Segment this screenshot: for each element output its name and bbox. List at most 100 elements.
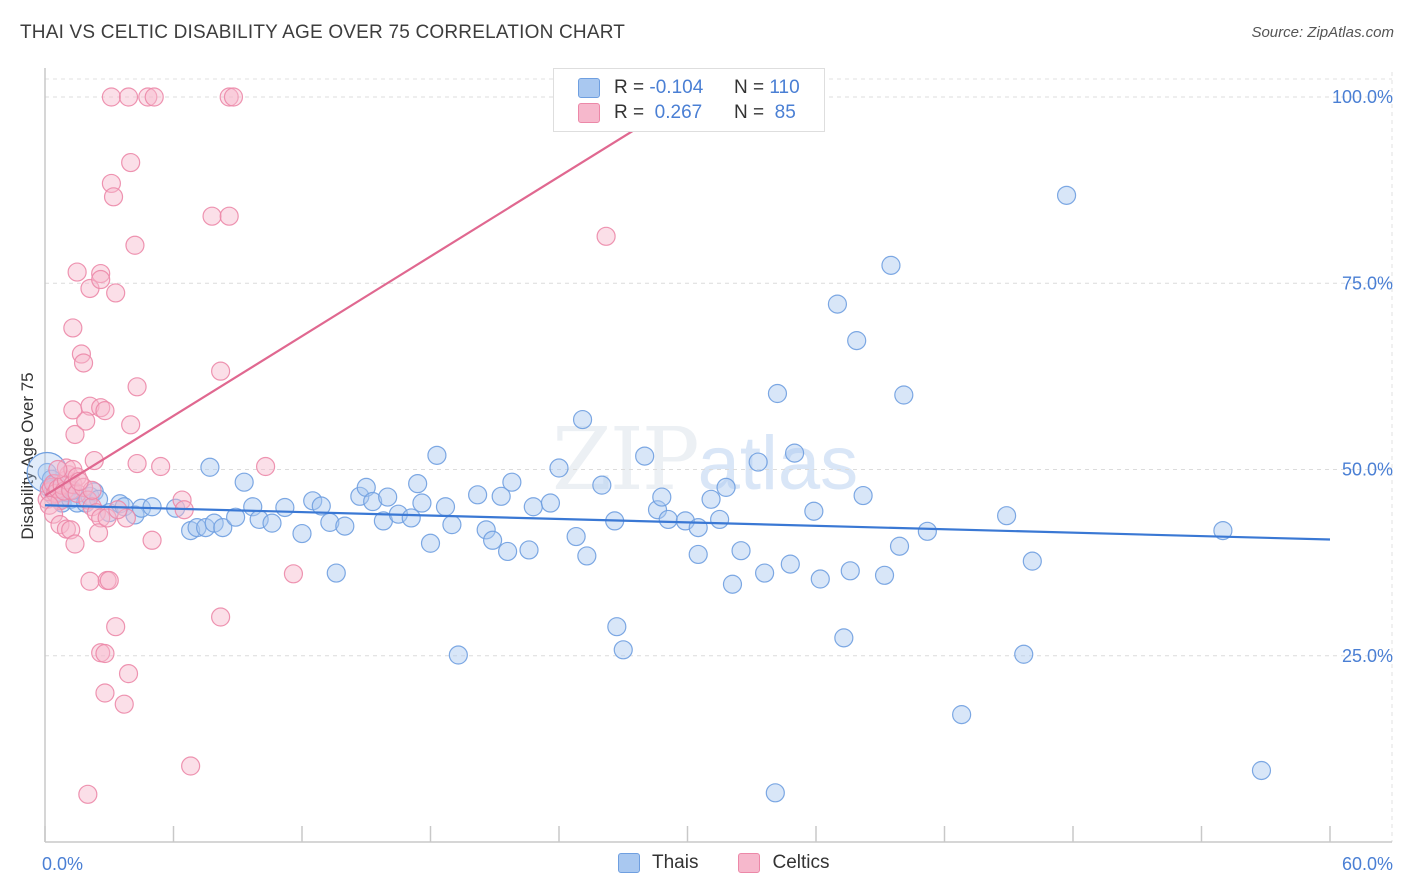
thais-point — [701, 489, 721, 509]
thais-r: R = -0.104 — [614, 77, 734, 99]
thais-point — [326, 563, 346, 583]
celtics-point — [67, 262, 87, 282]
celtics-point — [73, 353, 94, 373]
watermark: ZIPatlas — [552, 410, 858, 510]
thais-point — [810, 569, 830, 589]
thais-point — [420, 533, 441, 553]
thais-point — [613, 640, 633, 660]
thais-point — [635, 446, 655, 466]
thais-point — [435, 497, 456, 517]
n-value: 110 — [769, 77, 800, 98]
thais-point — [519, 540, 539, 560]
thais-point — [1022, 551, 1042, 571]
tick-labels: 25.0% 50.0% 75.0% 100.0% 0.0% 60.0% — [42, 87, 1393, 874]
thais-point — [765, 783, 785, 803]
thais-point — [204, 513, 224, 533]
thais-point — [1251, 760, 1272, 781]
thais-point — [1014, 644, 1034, 664]
legend-item-celtics[interactable]: Celtics — [738, 852, 829, 874]
thais-point — [688, 518, 708, 538]
trend-lines — [44, 105, 1331, 541]
celtics-point — [125, 235, 145, 255]
celtics-point — [118, 664, 139, 684]
celtics-swatch — [578, 103, 600, 123]
thais-point — [874, 565, 895, 585]
celtics-point — [219, 87, 239, 107]
legend-row-celtics: R = 0.267 N = 85 — [578, 101, 796, 125]
celtics-point — [127, 453, 147, 474]
celtics-point — [63, 318, 83, 338]
celtics-point — [202, 206, 222, 226]
celtics-point — [211, 607, 231, 627]
thais-point — [767, 383, 788, 404]
thais-point — [1056, 185, 1077, 205]
thais-point — [577, 546, 597, 566]
celtics-point — [127, 377, 147, 397]
thais-point — [894, 385, 914, 405]
r-value: -0.104 — [649, 77, 704, 98]
thais-point — [847, 331, 867, 351]
y-tick-label: 100.0% — [1332, 87, 1393, 107]
thais-point — [566, 526, 586, 547]
thais-point — [952, 705, 972, 725]
celtics-point — [76, 411, 96, 431]
legend-item-thais[interactable]: Thais — [618, 852, 698, 874]
thais-point — [448, 645, 468, 665]
thais-point — [196, 518, 216, 538]
celtics-point — [181, 756, 201, 776]
thais-point — [592, 475, 612, 495]
thais-point — [889, 536, 910, 556]
legend-label-thais: Thais — [652, 852, 699, 873]
celtics-point — [91, 263, 111, 284]
y-tick-label: 50.0% — [1342, 460, 1393, 480]
celtics-point — [106, 283, 126, 303]
celtics-point — [88, 523, 109, 543]
thais-point — [748, 452, 768, 472]
celtics-point — [101, 87, 121, 107]
celtics-point — [144, 87, 164, 107]
thais-point — [335, 516, 355, 536]
thais-point — [401, 508, 421, 528]
celtics-point — [80, 571, 100, 591]
thais-swatch — [618, 853, 640, 873]
thais-point — [647, 500, 668, 520]
thais-point — [311, 496, 331, 516]
thais-point — [784, 443, 805, 463]
celtics-swatch — [738, 853, 761, 873]
thais-point — [722, 574, 743, 594]
celtics-trend-line — [44, 105, 674, 497]
thais-point — [652, 487, 672, 507]
thais-point — [716, 477, 736, 497]
celtics-point — [121, 152, 141, 173]
y-tick-label: 75.0% — [1342, 273, 1393, 293]
celtics-point — [95, 683, 115, 703]
celtics-point — [61, 520, 81, 540]
thais-point — [658, 509, 678, 530]
n-value: 85 — [774, 102, 796, 123]
thais-point — [234, 472, 254, 492]
thais-point — [213, 518, 233, 538]
celtics-point — [106, 617, 126, 637]
thais-point — [468, 485, 488, 505]
thais-point — [292, 523, 312, 544]
celtics-point — [255, 456, 276, 477]
thais-point — [804, 501, 824, 521]
celtics-points — [37, 87, 616, 804]
r-label: R = — [614, 102, 645, 123]
thais-point — [1213, 520, 1233, 541]
thais-point — [412, 493, 432, 513]
celtics-point — [142, 530, 162, 550]
celtics-point — [114, 694, 134, 714]
thais-point — [442, 515, 462, 535]
thais-point — [754, 563, 775, 583]
celtics-point — [97, 508, 117, 528]
watermark-atlas: atlas — [697, 421, 859, 506]
y-tick-label: 25.0% — [1342, 646, 1393, 666]
celtics-point — [283, 564, 304, 584]
thais-point — [378, 487, 398, 507]
series-legend: Thais Celtics — [618, 852, 869, 874]
grid-lines — [45, 72, 1393, 842]
thais-point — [572, 409, 593, 430]
thais-point — [827, 294, 848, 314]
celtics-point — [65, 424, 85, 445]
